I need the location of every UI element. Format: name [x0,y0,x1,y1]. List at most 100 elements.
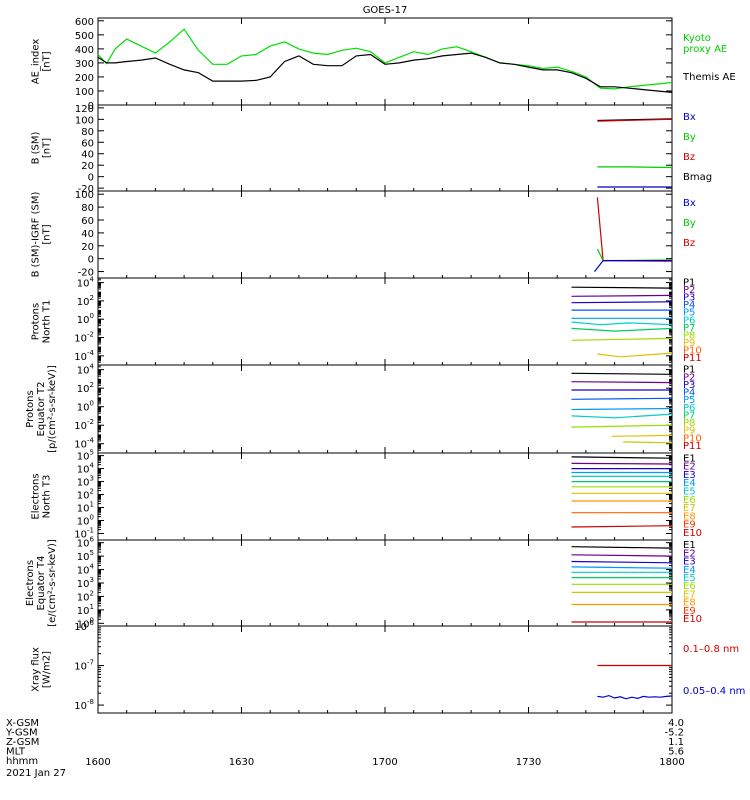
series-line-p_e-4 [571,407,673,411]
y-tick-label: 10-7 [74,659,94,673]
y-tick-label: 106 [77,536,95,550]
series-line-e_e-0 [571,546,673,549]
y-tick-label: 10-2 [74,418,94,432]
y-tick-label: 100 [77,312,94,326]
series-line-e_e-1 [571,554,673,557]
legend-entry: E5 [683,487,696,498]
legend-entry: E6 [683,581,696,592]
y-tick-label: 40 [81,229,94,240]
y-tick-label: 80 [81,203,94,214]
ephemeris-label: X-GSM [6,718,39,729]
ephemeris-value: 1.1 [668,737,684,748]
y-tick-label: 500 [75,31,94,42]
legend-entry: 0.1–0.8 nm [683,644,739,655]
legend-entry: E10 [683,528,702,539]
legend-entry: Bmag [683,172,712,183]
series-line-e_e-3 [571,566,673,569]
legend-entry: Bz [683,238,695,249]
legend-entry: E4 [683,478,696,489]
legend-entry: P7 [683,323,695,334]
y-tick-exponent: 2 [90,294,94,302]
y-tick-label: 40 [81,150,94,161]
ephemeris-label: hhmm [6,756,38,767]
y-tick-exponent: -4 [87,437,95,445]
legend-entry: E6 [683,495,696,506]
legend-entry: P10 [683,345,702,356]
y-tick-label: 10-4 [74,349,94,363]
ephemeris-label: MLT [6,747,26,758]
y-tick-label: 101 [77,603,94,617]
legend-entry: P8 [683,418,695,429]
legend-entry: E9 [683,520,696,531]
y-tick-exponent: 0 [90,312,94,320]
y-tick-exponent: 3 [90,576,94,584]
panel-frame [97,17,673,106]
series-line-p_e-0 [571,372,673,375]
series-line-b_igrf-2 [594,260,672,272]
y-axis-label: B (SM)-IGRF (SM) [31,192,42,278]
x-tick-label: 1800 [659,757,684,768]
y-tick-label: 100 [77,514,94,528]
series-line-p_e-1 [571,381,673,384]
x-tick-label: 1600 [85,757,110,768]
y-axis-label: [nT] [42,138,53,158]
legend-entry: P2 [683,285,695,296]
y-tick-label: 200 [75,73,94,84]
y-tick-exponent: 1 [90,603,94,611]
y-tick-exponent: 5 [90,549,94,557]
y-tick-label: 104 [77,276,95,290]
y-tick-exponent: 4 [90,563,95,571]
y-tick-label: 100 [75,115,94,126]
series-line-p_e-5 [571,413,673,419]
y-tick-exponent: 2 [90,589,94,597]
legend-entry: P6 [683,403,695,414]
series-line-e_e-2 [571,560,673,564]
y-tick-label: 600 [75,17,94,28]
y-tick-exponent: 2 [90,488,94,496]
y-axis-label: Xray flux [31,647,42,692]
legend-entry: E9 [683,606,696,617]
legend-entry: P4 [683,300,695,311]
legend-entry: 0.05–0.4 nm [683,686,745,697]
series-line-b_igrf-1 [596,248,673,262]
y-axis-label: B (SM) [31,131,42,164]
y-tick-exponent: 5 [90,449,94,457]
y-tick-label: 100 [75,87,94,98]
ephemeris-value: 5.6 [668,747,684,758]
series-line-b_sm-2 [597,166,673,169]
legend-entry: Themis AE [682,72,736,83]
series-line-p_e-8 [623,441,673,444]
y-tick-exponent: 2 [90,381,94,389]
y-tick-label: 103 [77,475,94,489]
series-line-p_e-3 [571,397,673,400]
legend-entry: E8 [683,511,696,522]
panel-b_igrf: -20 0 20 40 60 80 100 B (SM)-IGRF (SM) [nT] Bx By B… [31,190,696,278]
y-tick-exponent: -7 [87,659,94,667]
y-tick-exponent: 4 [90,363,95,371]
legend-entry: P9 [683,426,695,437]
y-tick-label: 105 [77,449,94,463]
legend-entry: E8 [683,598,696,609]
series-line-e_n-10 [571,525,673,528]
y-tick-exponent: 0 [90,400,94,408]
series-line-ae-0 [97,28,673,90]
ephemeris-label: Y-GSM [5,728,38,739]
y-tick-exponent: 0 [90,616,94,624]
panel-ae: 0 100 200 300 400 500 600 AE_index [nT] Kyotoprox… [31,17,736,112]
legend-entry: Bx [683,198,696,209]
series-line-p_n-5 [571,321,673,326]
y-tick-exponent: -2 [87,331,94,339]
legend-entry: P1 [683,278,695,289]
series-line-p_n-1 [571,294,673,297]
legend-entry: P1 [683,365,695,376]
legend-entry: Kyoto [683,33,711,44]
y-axis-label: Protons [31,303,42,340]
series-line-p_e-7 [611,434,673,437]
y-tick-label: 120 [75,104,94,115]
y-tick-exponent: -4 [87,349,95,357]
y-tick-exponent: 6 [90,536,95,544]
y-tick-label: 10-2 [74,331,94,345]
